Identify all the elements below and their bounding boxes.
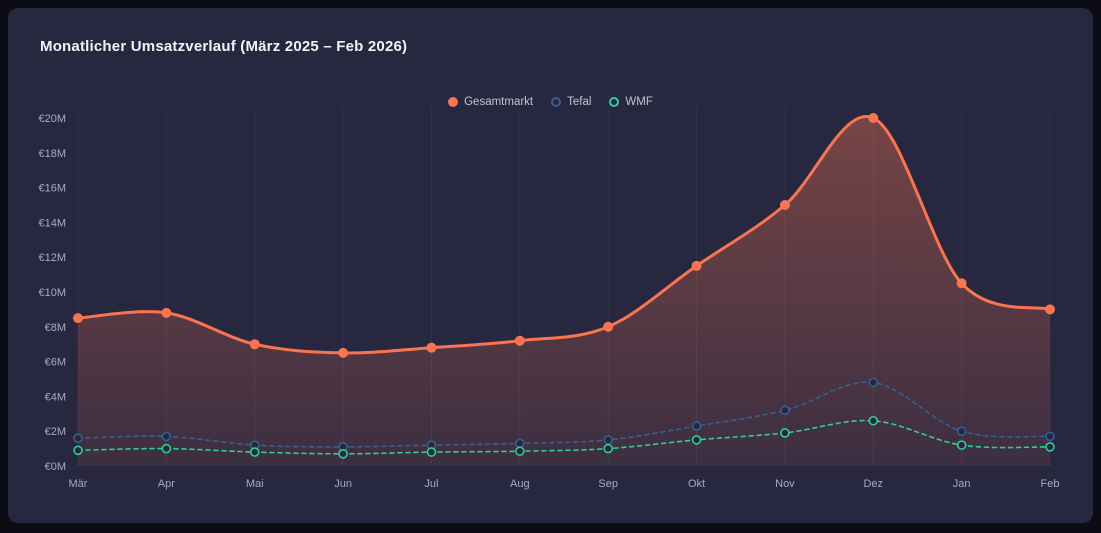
y-tick-label: €8M — [45, 322, 66, 334]
data-point-tefal[interactable] — [780, 405, 790, 416]
legend-label: Tefal — [567, 96, 592, 108]
y-tick-label: €10M — [38, 287, 66, 299]
series-layer — [73, 113, 1055, 467]
y-tick-label: €16M — [38, 183, 66, 195]
data-point-wmf[interactable] — [780, 428, 790, 438]
data-point-wmf[interactable] — [73, 445, 83, 456]
data-point-gesamtmarkt[interactable] — [514, 335, 525, 346]
y-tick-label: €6M — [45, 357, 66, 369]
data-point-wmf[interactable] — [603, 443, 613, 454]
data-point-wmf[interactable] — [868, 415, 879, 426]
data-point-gesamtmarkt[interactable] — [1045, 304, 1055, 315]
y-tick-label: €12M — [38, 252, 66, 264]
data-point-tefal[interactable] — [161, 431, 172, 442]
data-point-wmf[interactable] — [1045, 442, 1055, 452]
series-line-tefal — [77, 381, 1051, 448]
y-tick-label: €18M — [38, 148, 66, 160]
y-tick-label: €0M — [45, 461, 66, 473]
chart-legend: Gesamtmarkt Tefal WMF — [0, 96, 1101, 108]
y-tick-label: €2M — [45, 426, 66, 438]
data-point-wmf[interactable] — [161, 443, 172, 454]
data-point-tefal[interactable] — [956, 426, 967, 437]
data-point-tefal[interactable] — [868, 377, 879, 388]
x-tick-label: Feb — [1041, 478, 1060, 490]
x-tick-label: Dez — [863, 478, 883, 490]
x-tick-label: Jan — [953, 478, 971, 490]
data-point-tefal[interactable] — [603, 435, 613, 445]
x-tick-label: Apr — [158, 478, 175, 490]
legend-swatch-tefal — [551, 97, 562, 107]
legend-label: WMF — [625, 96, 653, 108]
y-tick-label: €20M — [38, 113, 66, 125]
y-tick-label: €14M — [38, 217, 66, 229]
data-point-gesamtmarkt[interactable] — [161, 307, 172, 318]
legend-swatch-wmf — [609, 97, 620, 107]
data-point-gesamtmarkt[interactable] — [338, 347, 349, 358]
data-point-gesamtmarkt[interactable] — [603, 321, 614, 332]
x-tick-label: Okt — [688, 478, 705, 490]
x-tick-label: Mär — [69, 478, 88, 490]
legend-item-wmf[interactable]: WMF — [609, 96, 653, 108]
data-point-gesamtmarkt[interactable] — [426, 342, 437, 353]
data-point-wmf[interactable] — [515, 446, 525, 457]
data-point-gesamtmarkt[interactable] — [868, 113, 879, 123]
legend-swatch-gesamtmarkt — [448, 97, 459, 107]
data-point-wmf[interactable] — [338, 449, 348, 459]
x-tick-label: Jun — [334, 478, 352, 490]
data-point-tefal[interactable] — [1045, 431, 1055, 442]
x-tick-label: Sep — [598, 478, 618, 490]
data-point-wmf[interactable] — [691, 435, 702, 445]
data-point-gesamtmarkt[interactable] — [73, 313, 83, 324]
y-tick-label: €4M — [45, 391, 66, 403]
legend-item-tefal[interactable]: Tefal — [551, 96, 591, 108]
x-tick-label: Jul — [424, 478, 438, 490]
data-point-wmf[interactable] — [249, 447, 260, 457]
data-point-gesamtmarkt[interactable] — [249, 339, 260, 350]
data-point-tefal[interactable] — [691, 421, 702, 431]
data-point-tefal[interactable] — [515, 438, 525, 449]
legend-item-gesamtmarkt[interactable]: Gesamtmarkt — [448, 96, 533, 108]
data-point-gesamtmarkt[interactable] — [779, 200, 790, 210]
chart-title: Monatlicher Umsatzverlauf (März 2025 – F… — [40, 38, 408, 55]
x-tick-label: Aug — [510, 478, 530, 490]
x-tick-label: Mai — [246, 478, 264, 490]
data-point-wmf[interactable] — [956, 440, 967, 450]
data-point-tefal[interactable] — [73, 433, 83, 443]
legend-label: Gesamtmarkt — [464, 96, 534, 108]
x-tick-label: Nov — [775, 478, 795, 490]
series-line-wmf — [77, 419, 1051, 455]
axis-layer: €0M €2M €4M €6M €8M €10M €12M €14M €16M €18M €20M M… — [38, 113, 1059, 490]
data-point-gesamtmarkt[interactable] — [956, 278, 967, 289]
area-fill-gesamtmarkt — [78, 116, 1050, 467]
data-point-wmf[interactable] — [426, 447, 437, 457]
data-point-gesamtmarkt[interactable] — [691, 260, 702, 271]
